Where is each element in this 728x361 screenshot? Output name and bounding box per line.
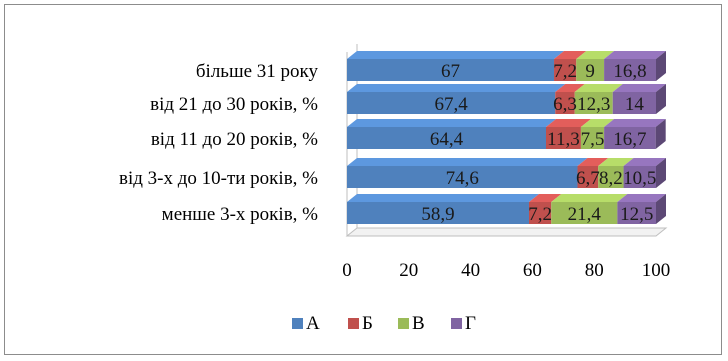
data-label: 11,3	[547, 129, 580, 150]
bar-segment	[347, 59, 555, 81]
bar-top	[612, 84, 666, 92]
bar-top	[577, 158, 609, 166]
data-label: 10,5	[623, 168, 656, 189]
bar-side	[655, 119, 666, 149]
legend-label: В	[412, 313, 425, 334]
bar-top	[604, 51, 666, 59]
x-tick-label: 20	[399, 260, 418, 281]
bar-top	[347, 84, 566, 92]
bar-segment	[347, 92, 556, 114]
bar-segment	[612, 92, 656, 114]
legend-swatch	[348, 318, 359, 329]
bar-segment	[580, 127, 605, 149]
bar-segment	[604, 127, 656, 149]
bar-top	[555, 84, 585, 92]
bar-segment	[555, 92, 575, 114]
data-label: 12,3	[577, 94, 610, 115]
data-label: 6,7	[576, 168, 600, 189]
data-label: 14	[625, 94, 645, 115]
legend-label: Б	[362, 313, 373, 334]
bar-segment	[545, 127, 581, 149]
data-label: 58,9	[421, 204, 454, 225]
bar-top	[617, 194, 666, 202]
bar-segment	[347, 127, 546, 149]
bar-top	[574, 84, 623, 92]
legend: А Б В Г	[292, 313, 476, 334]
bar-segment	[576, 59, 605, 81]
bar-side	[656, 84, 666, 114]
bar-segment	[604, 59, 656, 81]
data-label: 16,7	[613, 129, 646, 150]
category-label: від 11 до 20 років, %	[151, 129, 318, 150]
bar-top	[551, 194, 628, 202]
bar-segment	[577, 166, 599, 188]
data-label: 9	[585, 61, 595, 82]
bar-segment	[551, 202, 618, 224]
bar-side	[656, 194, 666, 224]
bar-segment	[623, 166, 656, 188]
data-label: 21,4	[568, 204, 602, 225]
category-label: більше 31 року	[196, 61, 319, 82]
category-labels-group: більше 31 року від 21 до 30 років, % від 1…	[119, 61, 319, 225]
bar-top	[529, 194, 562, 202]
category-label: менше 3-х років, %	[162, 204, 318, 225]
data-label: 7,2	[528, 204, 552, 225]
data-label: 8,2	[599, 168, 623, 189]
legend-label: А	[306, 313, 320, 334]
bars-group	[347, 51, 666, 224]
bar-side	[656, 51, 666, 81]
x-tick-label: 40	[461, 260, 480, 281]
bar-segment	[347, 202, 530, 224]
bar-top	[347, 194, 540, 202]
legend-swatch	[451, 318, 462, 329]
tick-labels-group: 0 20 40 60 80 100	[342, 260, 670, 281]
bar-top	[347, 51, 565, 59]
bar-top	[347, 119, 556, 127]
bar-segment	[529, 202, 552, 224]
bar-segment	[574, 92, 613, 114]
data-label: 67,4	[435, 94, 469, 115]
bar-segment	[554, 59, 577, 81]
data-label: 7,5	[581, 129, 605, 150]
bar-top	[623, 158, 666, 166]
bar-top	[604, 119, 666, 127]
x-tick-label: 80	[585, 260, 604, 281]
legend-swatch	[292, 318, 303, 329]
bar-top	[576, 51, 615, 59]
plot-floor	[345, 227, 668, 237]
bar-segment	[347, 166, 578, 188]
x-tick-label: 60	[523, 260, 542, 281]
bar-top	[545, 119, 591, 127]
bar-top	[347, 158, 588, 166]
data-label: 74,6	[446, 168, 479, 189]
bar-top	[580, 119, 615, 127]
data-label: 6,3	[553, 94, 577, 115]
category-label: від 21 до 30 років, %	[150, 94, 318, 115]
data-label: 16,8	[613, 61, 646, 82]
bar-top	[554, 51, 587, 59]
bar-top	[598, 158, 634, 166]
category-label: від 3-х до 10-ти років, %	[119, 168, 318, 189]
bar-segment	[598, 166, 624, 188]
data-label: 12,5	[620, 204, 653, 225]
bar-segment	[617, 202, 656, 224]
data-label: 7,2	[553, 61, 577, 82]
x-tick-label: 100	[642, 260, 671, 281]
bar-side	[656, 158, 666, 188]
data-label: 64,4	[430, 129, 464, 150]
x-tick-label: 0	[342, 260, 352, 281]
data-label: 67	[441, 61, 460, 82]
legend-label: Г	[465, 313, 476, 334]
legend-swatch	[398, 318, 409, 329]
data-labels-group: 67 7,2 9 16,8 67,4 6,3 12,3 14 64,4 11,3 7,5 16,7 74…	[421, 61, 656, 225]
